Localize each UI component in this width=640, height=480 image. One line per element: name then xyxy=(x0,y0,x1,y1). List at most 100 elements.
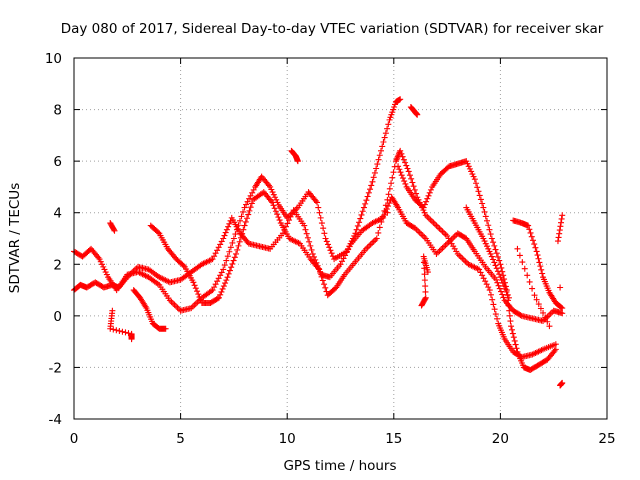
y-axis-label: SDTVAR / TECUs xyxy=(7,183,23,293)
data-point xyxy=(316,209,323,216)
data-point xyxy=(439,245,446,252)
y-tick-label: 2 xyxy=(53,257,62,273)
data-point xyxy=(486,226,493,233)
data-point xyxy=(558,219,565,226)
data-point xyxy=(487,291,494,298)
data-point xyxy=(442,231,449,238)
data-point xyxy=(529,237,536,244)
data-point xyxy=(473,180,480,187)
data-point xyxy=(235,242,242,249)
data-point xyxy=(487,231,494,238)
x-axis-label: GPS time / hours xyxy=(283,458,396,474)
data-point xyxy=(499,280,506,287)
data-point xyxy=(223,277,230,284)
data-point xyxy=(100,263,107,270)
data-point xyxy=(552,341,559,348)
data-point xyxy=(214,247,221,254)
data-point xyxy=(506,312,513,319)
data-point xyxy=(493,276,500,283)
data-points xyxy=(71,96,566,389)
data-point xyxy=(110,226,117,233)
data-point xyxy=(434,224,441,231)
data-point xyxy=(481,208,488,215)
data-point xyxy=(483,281,490,288)
data-point xyxy=(471,176,478,183)
data-point xyxy=(488,235,495,242)
data-point xyxy=(110,326,117,333)
data-point xyxy=(379,143,386,150)
data-point xyxy=(512,341,519,348)
data-point xyxy=(544,318,551,325)
data-point xyxy=(218,269,225,276)
data-point xyxy=(171,301,178,308)
data-point xyxy=(375,229,382,236)
data-point xyxy=(521,265,528,272)
data-point xyxy=(162,325,169,332)
data-point xyxy=(371,169,378,176)
data-point xyxy=(247,204,254,211)
data-point xyxy=(483,243,490,250)
data-point xyxy=(485,222,492,229)
data-point xyxy=(462,258,469,265)
x-tick-label: 0 xyxy=(70,431,79,447)
data-point xyxy=(370,238,377,245)
grid xyxy=(74,58,607,419)
data-point xyxy=(238,213,245,220)
data-point xyxy=(418,231,425,238)
data-point xyxy=(267,183,274,190)
data-point xyxy=(215,294,222,301)
data-point xyxy=(358,211,365,218)
data-point xyxy=(397,96,404,103)
data-point xyxy=(317,214,324,221)
data-point xyxy=(525,222,532,229)
data-point xyxy=(233,250,240,257)
data-point xyxy=(374,161,381,168)
data-point xyxy=(379,213,386,220)
data-point xyxy=(485,245,492,252)
data-point xyxy=(395,163,402,170)
data-point xyxy=(113,327,120,334)
data-point xyxy=(531,292,538,299)
data-point xyxy=(192,285,199,292)
data-point xyxy=(212,281,219,288)
data-point xyxy=(318,273,325,280)
data-point xyxy=(490,239,497,246)
data-point xyxy=(321,281,328,288)
data-point xyxy=(249,189,256,196)
data-point xyxy=(491,242,498,249)
data-point xyxy=(413,190,420,197)
data-point xyxy=(214,295,221,302)
data-point xyxy=(125,330,132,337)
data-point xyxy=(509,330,516,337)
data-point xyxy=(438,227,445,234)
data-point xyxy=(188,305,195,312)
data-point xyxy=(468,168,475,175)
data-point xyxy=(552,346,559,353)
data-point xyxy=(192,300,199,307)
data-point xyxy=(272,208,279,215)
data-point xyxy=(215,275,222,282)
data-point xyxy=(542,314,549,321)
data-point xyxy=(276,217,283,224)
data-point xyxy=(506,307,513,314)
data-point xyxy=(422,288,429,295)
data-point xyxy=(477,269,484,276)
data-point xyxy=(482,240,489,247)
data-point xyxy=(226,267,233,274)
data-point xyxy=(269,199,276,206)
data-point xyxy=(508,326,515,333)
data-point xyxy=(227,244,234,251)
data-point xyxy=(212,250,219,257)
data-point xyxy=(425,215,432,222)
data-point xyxy=(293,206,300,213)
data-point xyxy=(535,255,542,262)
data-point xyxy=(217,291,224,298)
data-point xyxy=(456,252,463,259)
data-point xyxy=(414,111,421,118)
data-point xyxy=(232,231,239,238)
data-point xyxy=(294,158,301,165)
data-point xyxy=(480,275,487,282)
data-point xyxy=(405,168,412,175)
data-point xyxy=(99,261,106,268)
data-point xyxy=(229,260,236,267)
